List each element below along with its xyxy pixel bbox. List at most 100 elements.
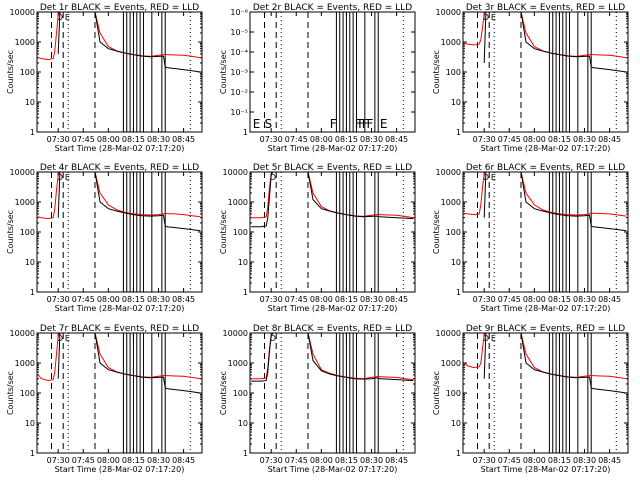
y-tick-label: 1 <box>30 128 35 137</box>
top-marker-letter: E <box>491 334 496 343</box>
x-tick-label: 08:30 <box>573 135 596 144</box>
y-tick-label: 10⁻³ <box>230 68 248 77</box>
y-axis-title: Counts/sec <box>6 50 15 94</box>
y-tick-label: 10000 <box>223 168 248 177</box>
x-axis-title: Start Time (28-Mar-02 07:17:20) <box>268 304 398 313</box>
y-tick-label: 1 <box>30 449 35 458</box>
y-tick-label: 1 <box>243 128 248 137</box>
x-tick-label: 08:15 <box>122 456 145 465</box>
y-tick-label: 10000 <box>10 168 35 177</box>
y-tick-label: 1000 <box>228 359 248 368</box>
x-tick-label: 07:30 <box>260 135 283 144</box>
x-tick-label: 08:30 <box>360 456 383 465</box>
x-tick-label: 08:00 <box>97 295 120 304</box>
x-tick-label: 08:15 <box>335 135 358 144</box>
x-tick-label: 07:30 <box>260 295 283 304</box>
y-axis-title: Counts/sec <box>432 371 441 415</box>
marker-letter: FF <box>355 117 369 131</box>
x-tick-label: 07:45 <box>498 456 521 465</box>
y-tick-label: 10000 <box>10 8 35 17</box>
y-tick-label: 1000 <box>15 359 35 368</box>
y-tick-label: 10 <box>451 98 461 107</box>
x-tick-label: 07:45 <box>285 135 308 144</box>
x-tick-label: 08:15 <box>335 295 358 304</box>
x-tick-label: 08:45 <box>385 135 408 144</box>
marker-letter: F <box>330 117 337 131</box>
y-tick-label: 100 <box>20 389 35 398</box>
x-axis-title: Start Time (28-Mar-02 07:17:20) <box>268 144 398 153</box>
y-tick-label: 1000 <box>15 38 35 47</box>
y-tick-label: 10000 <box>223 329 248 338</box>
y-tick-label: 1000 <box>15 198 35 207</box>
marker-letter: E <box>380 117 388 131</box>
y-tick-label: 1000 <box>441 198 461 207</box>
x-tick-label: 08:00 <box>523 456 546 465</box>
y-axis-title: Counts/sec <box>432 50 441 94</box>
x-tick-label: 07:45 <box>72 456 95 465</box>
x-tick-label: 08:00 <box>97 135 120 144</box>
x-axis-title: Start Time (28-Mar-02 07:17:20) <box>481 465 611 474</box>
y-axis-title: Counts/sec <box>6 371 15 415</box>
plot-frame <box>249 332 416 454</box>
y-tick-label: 10 <box>451 258 461 267</box>
panel-title: Det 7r BLACK = Events, RED = LLD <box>40 324 199 334</box>
x-tick-label: 08:15 <box>548 456 571 465</box>
top-marker-letter: D <box>270 334 276 343</box>
y-tick-label: 10⁻² <box>230 88 248 97</box>
y-tick-label: 10000 <box>10 329 35 338</box>
marker-letter: S <box>264 117 272 131</box>
y-tick-label: 10⁻¹ <box>230 108 248 117</box>
x-axis-title: Start Time (28-Mar-02 07:17:20) <box>55 144 185 153</box>
series-line-events <box>483 332 627 394</box>
x-tick-label: 08:00 <box>523 135 546 144</box>
series-line-events <box>57 171 201 232</box>
y-tick-label: 100 <box>446 389 461 398</box>
series-line-events <box>483 171 627 232</box>
x-tick-label: 07:45 <box>285 456 308 465</box>
y-tick-label: 1000 <box>441 359 461 368</box>
panel-det9: Det 9r BLACK = Events, RED = LLD Counts/s… <box>432 324 629 474</box>
y-axis-title: Counts/sec <box>219 371 228 415</box>
y-tick-label: 10000 <box>436 168 461 177</box>
x-tick-label: 08:30 <box>573 456 596 465</box>
x-axis-title: Start Time (28-Mar-02 07:17:20) <box>55 304 185 313</box>
y-tick-label: 10000 <box>436 329 461 338</box>
x-tick-label: 08:30 <box>360 295 383 304</box>
panel-det3: Det 3r BLACK = Events, RED = LLD Counts/s… <box>432 3 629 153</box>
top-marker-letter: E <box>65 13 70 22</box>
y-tick-label: 100 <box>20 68 35 77</box>
y-tick-label: 100 <box>233 389 248 398</box>
x-tick-label: 07:30 <box>473 295 496 304</box>
x-tick-label: 08:45 <box>172 456 195 465</box>
y-tick-label: 10 <box>25 419 35 428</box>
series-line-events <box>57 11 201 73</box>
x-tick-label: 08:00 <box>523 295 546 304</box>
y-tick-label: 100 <box>20 228 35 237</box>
y-tick-label: 1 <box>456 449 461 458</box>
x-tick-label: 08:15 <box>122 135 145 144</box>
y-axis-title: Counts/sec <box>219 50 228 94</box>
panel-title: Det 2r BLACK = Events, RED = LLD <box>253 3 412 13</box>
x-tick-label: 08:45 <box>172 135 195 144</box>
x-tick-label: 07:45 <box>285 295 308 304</box>
series-line-events <box>483 11 627 73</box>
x-tick-label: 08:45 <box>385 295 408 304</box>
plot-frame <box>36 332 203 454</box>
panel-title: Det 9r BLACK = Events, RED = LLD <box>466 324 625 334</box>
panel-title: Det 4r BLACK = Events, RED = LLD <box>40 163 199 173</box>
x-tick-label: 08:00 <box>310 135 333 144</box>
x-tick-label: 08:15 <box>548 295 571 304</box>
x-tick-label: 07:30 <box>473 456 496 465</box>
y-tick-label: 1 <box>243 449 248 458</box>
x-tick-label: 07:45 <box>72 295 95 304</box>
x-axis-title: Start Time (28-Mar-02 07:17:20) <box>268 465 398 474</box>
top-marker-letter: E <box>491 13 496 22</box>
y-tick-label: 1 <box>456 128 461 137</box>
x-tick-label: 07:30 <box>47 456 70 465</box>
marker-letter: F <box>358 117 365 131</box>
plot-frame <box>249 11 416 133</box>
x-tick-label: 08:15 <box>122 295 145 304</box>
panel-title: Det 3r BLACK = Events, RED = LLD <box>466 3 625 13</box>
y-tick-label: 1 <box>456 288 461 297</box>
x-axis-title: Start Time (28-Mar-02 07:17:20) <box>55 465 185 474</box>
